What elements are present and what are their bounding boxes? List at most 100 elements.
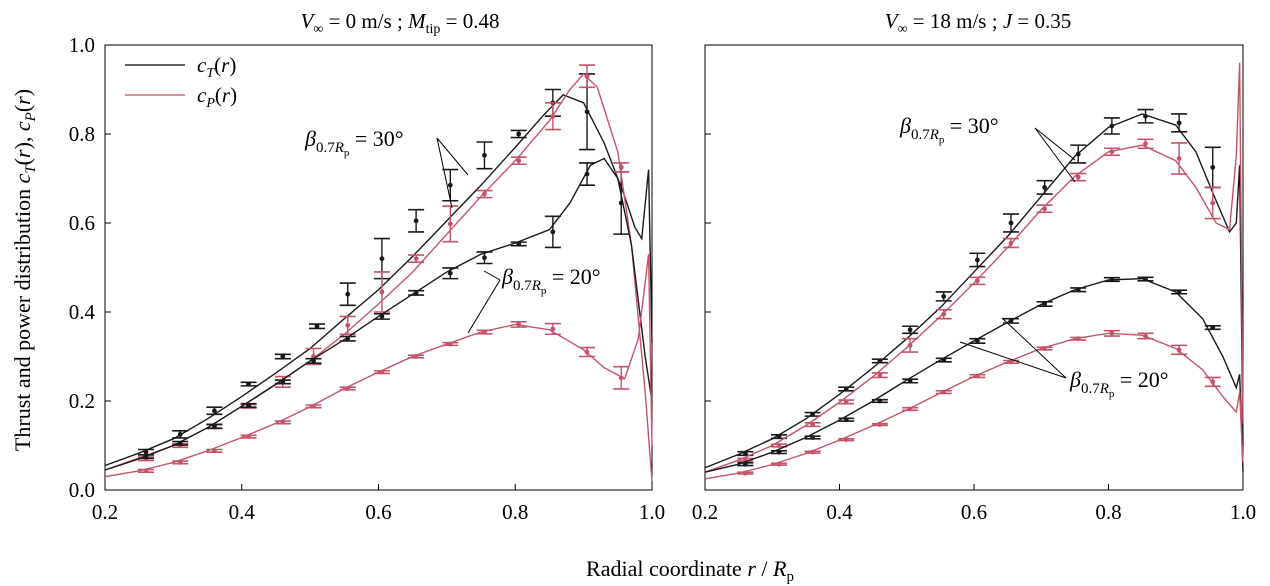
series-line-cT_20: [104, 157, 653, 471]
x-tick-label: 0.6: [961, 500, 987, 524]
data-point-cP_20: [843, 437, 849, 443]
data-point-cT_30: [246, 381, 251, 387]
x-tick-label: 0.6: [365, 500, 391, 524]
data-point-cP_30: [379, 289, 385, 295]
x-tick-label: 0.8: [502, 500, 528, 524]
data-point-cT_30: [379, 256, 385, 261]
data-point-cP_30: [550, 113, 556, 119]
data-point-cP_20: [941, 389, 947, 395]
data-point-cT_20: [177, 440, 183, 446]
data-point-cT_20: [280, 379, 286, 385]
data-point-cT_30: [447, 182, 453, 188]
x-tick-label: 0.8: [1095, 500, 1121, 524]
legend-power-label: cP(r): [197, 83, 237, 111]
data-point-cT_30: [1109, 123, 1115, 129]
data-point-cP_30: [974, 278, 980, 284]
data-point-cT_20: [941, 357, 947, 363]
y-tick-label: 0.6: [69, 211, 95, 235]
x-tick-label: 1.0: [1230, 500, 1256, 524]
data-point-cT_20: [810, 435, 815, 440]
data-point-cP_30: [482, 191, 487, 197]
data-point-cP_30: [1143, 141, 1148, 147]
data-point-cT_30: [1210, 164, 1216, 170]
data-point-cP_20: [1008, 359, 1014, 365]
data-point-cP_20: [311, 403, 316, 409]
plot-frame: [704, 44, 1244, 491]
panel-right: 0.2 0.4 0.6 0.8 1.0: [692, 44, 1256, 524]
data-point-cP_30: [1109, 149, 1115, 155]
data-point-cP_20: [776, 461, 782, 467]
data-point-cP_30: [810, 422, 815, 427]
data-point-cP_20: [907, 406, 913, 412]
y-tick-label: 0.8: [69, 122, 95, 146]
data-point-cT_30: [877, 358, 883, 364]
data-point-cP_20: [413, 354, 419, 359]
data-point-cP_20: [379, 369, 385, 375]
data-point-cP_20: [1176, 347, 1182, 353]
data-point-cT_20: [143, 454, 149, 460]
annotation-right-30: β0.7Rp = 30°: [899, 113, 1076, 183]
data-point-cT_20: [516, 241, 522, 247]
data-point-cP_20: [1143, 333, 1148, 339]
data-point-cT_20: [974, 338, 980, 344]
svg-text:β0.7Rp = 30°: β0.7Rp = 30°: [899, 113, 999, 146]
data-point-cP_20: [482, 329, 487, 335]
data-point-cP_20: [550, 326, 556, 332]
svg-text:β0.7Rp = 30°: β0.7Rp = 30°: [304, 126, 404, 159]
annotation-right-20: β0.7Rp = 20°: [959, 317, 1169, 400]
data-point-cT_30: [1176, 120, 1182, 126]
data-point-cT_20: [447, 270, 453, 276]
annotation-left-30: β0.7Rp = 30°: [304, 126, 469, 209]
data-point-cT_30: [212, 408, 217, 414]
data-point-cT_20: [212, 423, 217, 429]
data-point-cT_20: [1210, 325, 1216, 330]
data-point-cT_30: [314, 323, 320, 329]
data-point-cP_20: [143, 468, 149, 474]
series-line-cT_20: [704, 277, 1244, 473]
data-point-cP_20: [618, 375, 624, 381]
data-point-cT_30: [843, 386, 849, 392]
panel-left-title: V∞ = 0 m/s ; Mtip = 0.48: [301, 9, 500, 37]
data-point-cP_20: [974, 373, 980, 379]
data-point-cP_30: [345, 322, 351, 328]
data-point-cP_30: [413, 256, 419, 261]
data-point-cP_30: [1008, 240, 1014, 246]
data-point-cP_30: [1176, 156, 1182, 161]
data-point-cP_30: [618, 164, 624, 170]
data-point-cT_20: [1109, 277, 1115, 282]
data-point-cT_30: [584, 109, 590, 115]
data-point-cT_30: [974, 257, 980, 263]
data-point-cP_30: [1075, 174, 1081, 180]
data-point-cT_20: [843, 417, 849, 423]
data-point-cP_30: [776, 443, 782, 448]
y-tick-label: 0.0: [69, 478, 95, 502]
x-tick-label: 0.2: [92, 500, 118, 524]
data-point-cP_20: [742, 470, 748, 476]
data-point-cT_20: [907, 378, 913, 384]
series-line-cT_30: [704, 113, 1244, 469]
data-point-cT_20: [1075, 287, 1081, 293]
panel-left: 0.2 0.4 0.6 0.8 1.00.00.20.40.60.81.0: [69, 33, 665, 524]
data-point-cP_20: [212, 448, 217, 454]
data-point-cT_20: [550, 229, 556, 235]
data-point-cT_30: [143, 449, 149, 455]
data-point-cT_30: [516, 131, 522, 137]
data-point-cT_20: [345, 336, 351, 342]
series-line-cT_30: [104, 94, 653, 467]
data-point-cP_20: [246, 434, 251, 439]
series-line-cP_20: [704, 332, 1244, 480]
annotation-left-20: β0.7Rp = 20°: [467, 264, 601, 334]
panel-right-title: V∞ = 18 m/s ; J = 0.35: [885, 9, 1072, 37]
data-point-cP_20: [1109, 330, 1115, 336]
data-point-cT_30: [776, 434, 782, 439]
data-point-cT_20: [584, 171, 590, 177]
y-axis-label: Thrust and power distribution cT(r), cP(…: [10, 89, 39, 451]
legend-thrust-label: cT(r): [197, 53, 236, 81]
data-point-cP_20: [280, 419, 286, 425]
data-point-cT_30: [1075, 151, 1081, 157]
data-point-cP_30: [1042, 206, 1048, 212]
data-point-cT_30: [1042, 185, 1048, 190]
data-point-cT_30: [413, 218, 419, 224]
data-point-cP_20: [1075, 336, 1081, 342]
y-tick-label: 1.0: [69, 33, 95, 57]
